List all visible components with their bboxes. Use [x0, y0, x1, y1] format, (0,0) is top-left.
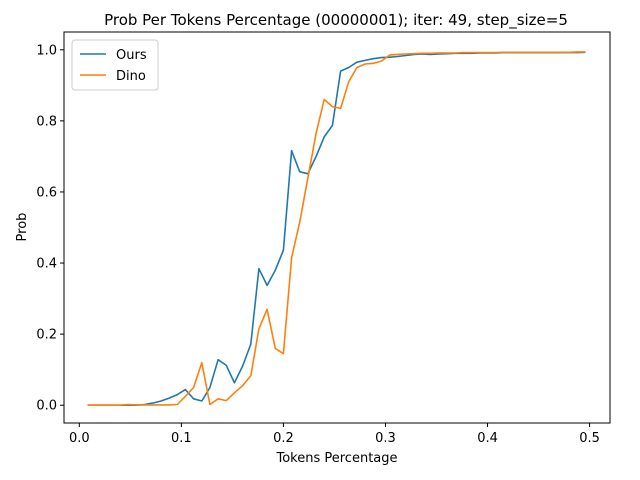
x-tick-label: 0.5 [579, 431, 600, 446]
legend-label-dino: Dino [116, 69, 146, 84]
y-axis-label: Prob [15, 213, 30, 242]
y-tick-label: 0.0 [36, 399, 57, 414]
chart-title: Prob Per Tokens Percentage (00000001); i… [104, 11, 568, 30]
x-tick-label: 0.4 [477, 431, 498, 446]
series-lines [87, 51, 586, 407]
y-tick-label: 1.0 [36, 43, 57, 58]
series-line-dino [87, 51, 586, 407]
x-tick-label: 0.1 [171, 431, 192, 446]
series-line-ours [87, 51, 586, 407]
x-tick-label: 0.3 [375, 431, 396, 446]
x-tick-label: 0.2 [273, 431, 294, 446]
legend-label-ours: Ours [116, 48, 147, 63]
axis-ticks: 0.0 0.1 0.2 0.3 0.4 0.5 0.0 0.2 0.4 0.6 0.8 1.0 [36, 43, 600, 446]
legend-box [71, 39, 159, 91]
y-tick-label: 0.8 [36, 114, 57, 129]
y-tick-label: 0.4 [36, 257, 57, 272]
x-tick-label: 0.0 [69, 431, 90, 446]
legend: Ours Dino [71, 39, 159, 91]
y-tick-label: 0.2 [36, 328, 57, 343]
y-tick-label: 0.6 [36, 185, 57, 200]
plot-frame [63, 31, 611, 424]
x-axis-label: Tokens Percentage [275, 451, 397, 466]
